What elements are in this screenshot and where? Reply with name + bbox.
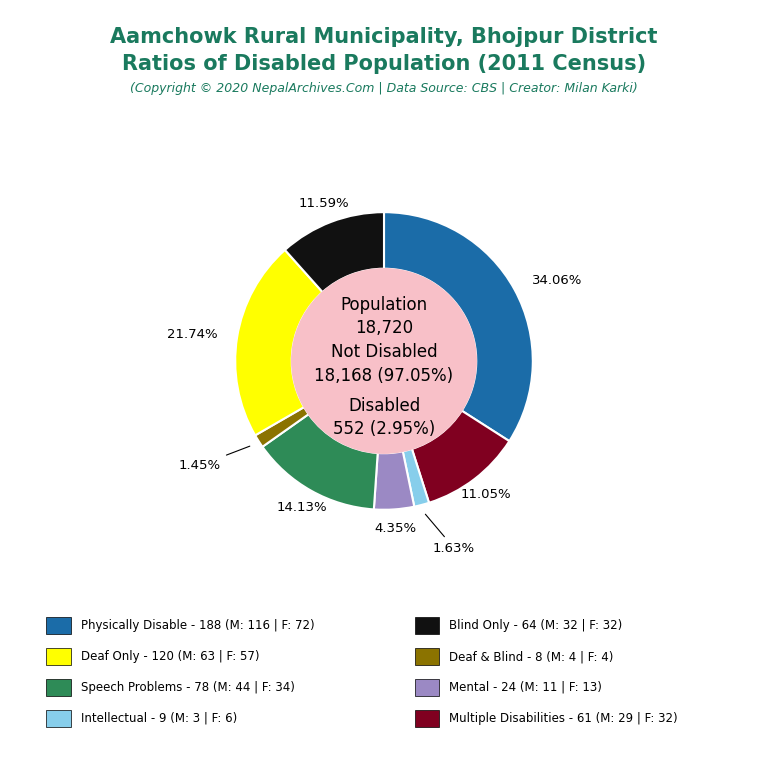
Wedge shape <box>263 414 378 509</box>
Text: Blind Only - 64 (M: 32 | F: 32): Blind Only - 64 (M: 32 | F: 32) <box>449 620 623 632</box>
Circle shape <box>292 269 476 453</box>
Text: Mental - 24 (M: 11 | F: 13): Mental - 24 (M: 11 | F: 13) <box>449 681 602 694</box>
Text: 4.35%: 4.35% <box>375 522 416 535</box>
Wedge shape <box>384 212 533 441</box>
Text: (Copyright © 2020 NepalArchives.Com | Data Source: CBS | Creator: Milan Karki): (Copyright © 2020 NepalArchives.Com | Da… <box>130 82 638 95</box>
Text: Population
18,720: Population 18,720 <box>340 296 428 337</box>
Wedge shape <box>255 407 309 447</box>
Text: Ratios of Disabled Population (2011 Census): Ratios of Disabled Population (2011 Cens… <box>122 54 646 74</box>
Text: 34.06%: 34.06% <box>531 273 582 286</box>
Wedge shape <box>402 449 429 507</box>
Text: Disabled
552 (2.95%): Disabled 552 (2.95%) <box>333 397 435 439</box>
Wedge shape <box>412 411 509 503</box>
Text: 11.05%: 11.05% <box>461 488 511 501</box>
Wedge shape <box>285 212 384 292</box>
Text: Aamchowk Rural Municipality, Bhojpur District: Aamchowk Rural Municipality, Bhojpur Dis… <box>111 27 657 47</box>
Text: 1.63%: 1.63% <box>425 515 475 554</box>
Text: 21.74%: 21.74% <box>167 328 218 341</box>
Text: 11.59%: 11.59% <box>299 197 349 210</box>
Text: Deaf & Blind - 8 (M: 4 | F: 4): Deaf & Blind - 8 (M: 4 | F: 4) <box>449 650 614 663</box>
Text: Speech Problems - 78 (M: 44 | F: 34): Speech Problems - 78 (M: 44 | F: 34) <box>81 681 294 694</box>
Text: Multiple Disabilities - 61 (M: 29 | F: 32): Multiple Disabilities - 61 (M: 29 | F: 3… <box>449 712 678 724</box>
Text: Not Disabled
18,168 (97.05%): Not Disabled 18,168 (97.05%) <box>314 343 454 385</box>
Wedge shape <box>374 452 414 510</box>
Text: Physically Disable - 188 (M: 116 | F: 72): Physically Disable - 188 (M: 116 | F: 72… <box>81 620 314 632</box>
Wedge shape <box>235 250 323 435</box>
Text: Deaf Only - 120 (M: 63 | F: 57): Deaf Only - 120 (M: 63 | F: 57) <box>81 650 259 663</box>
Text: Intellectual - 9 (M: 3 | F: 6): Intellectual - 9 (M: 3 | F: 6) <box>81 712 237 724</box>
Text: 14.13%: 14.13% <box>276 501 327 514</box>
Text: 1.45%: 1.45% <box>179 446 250 472</box>
